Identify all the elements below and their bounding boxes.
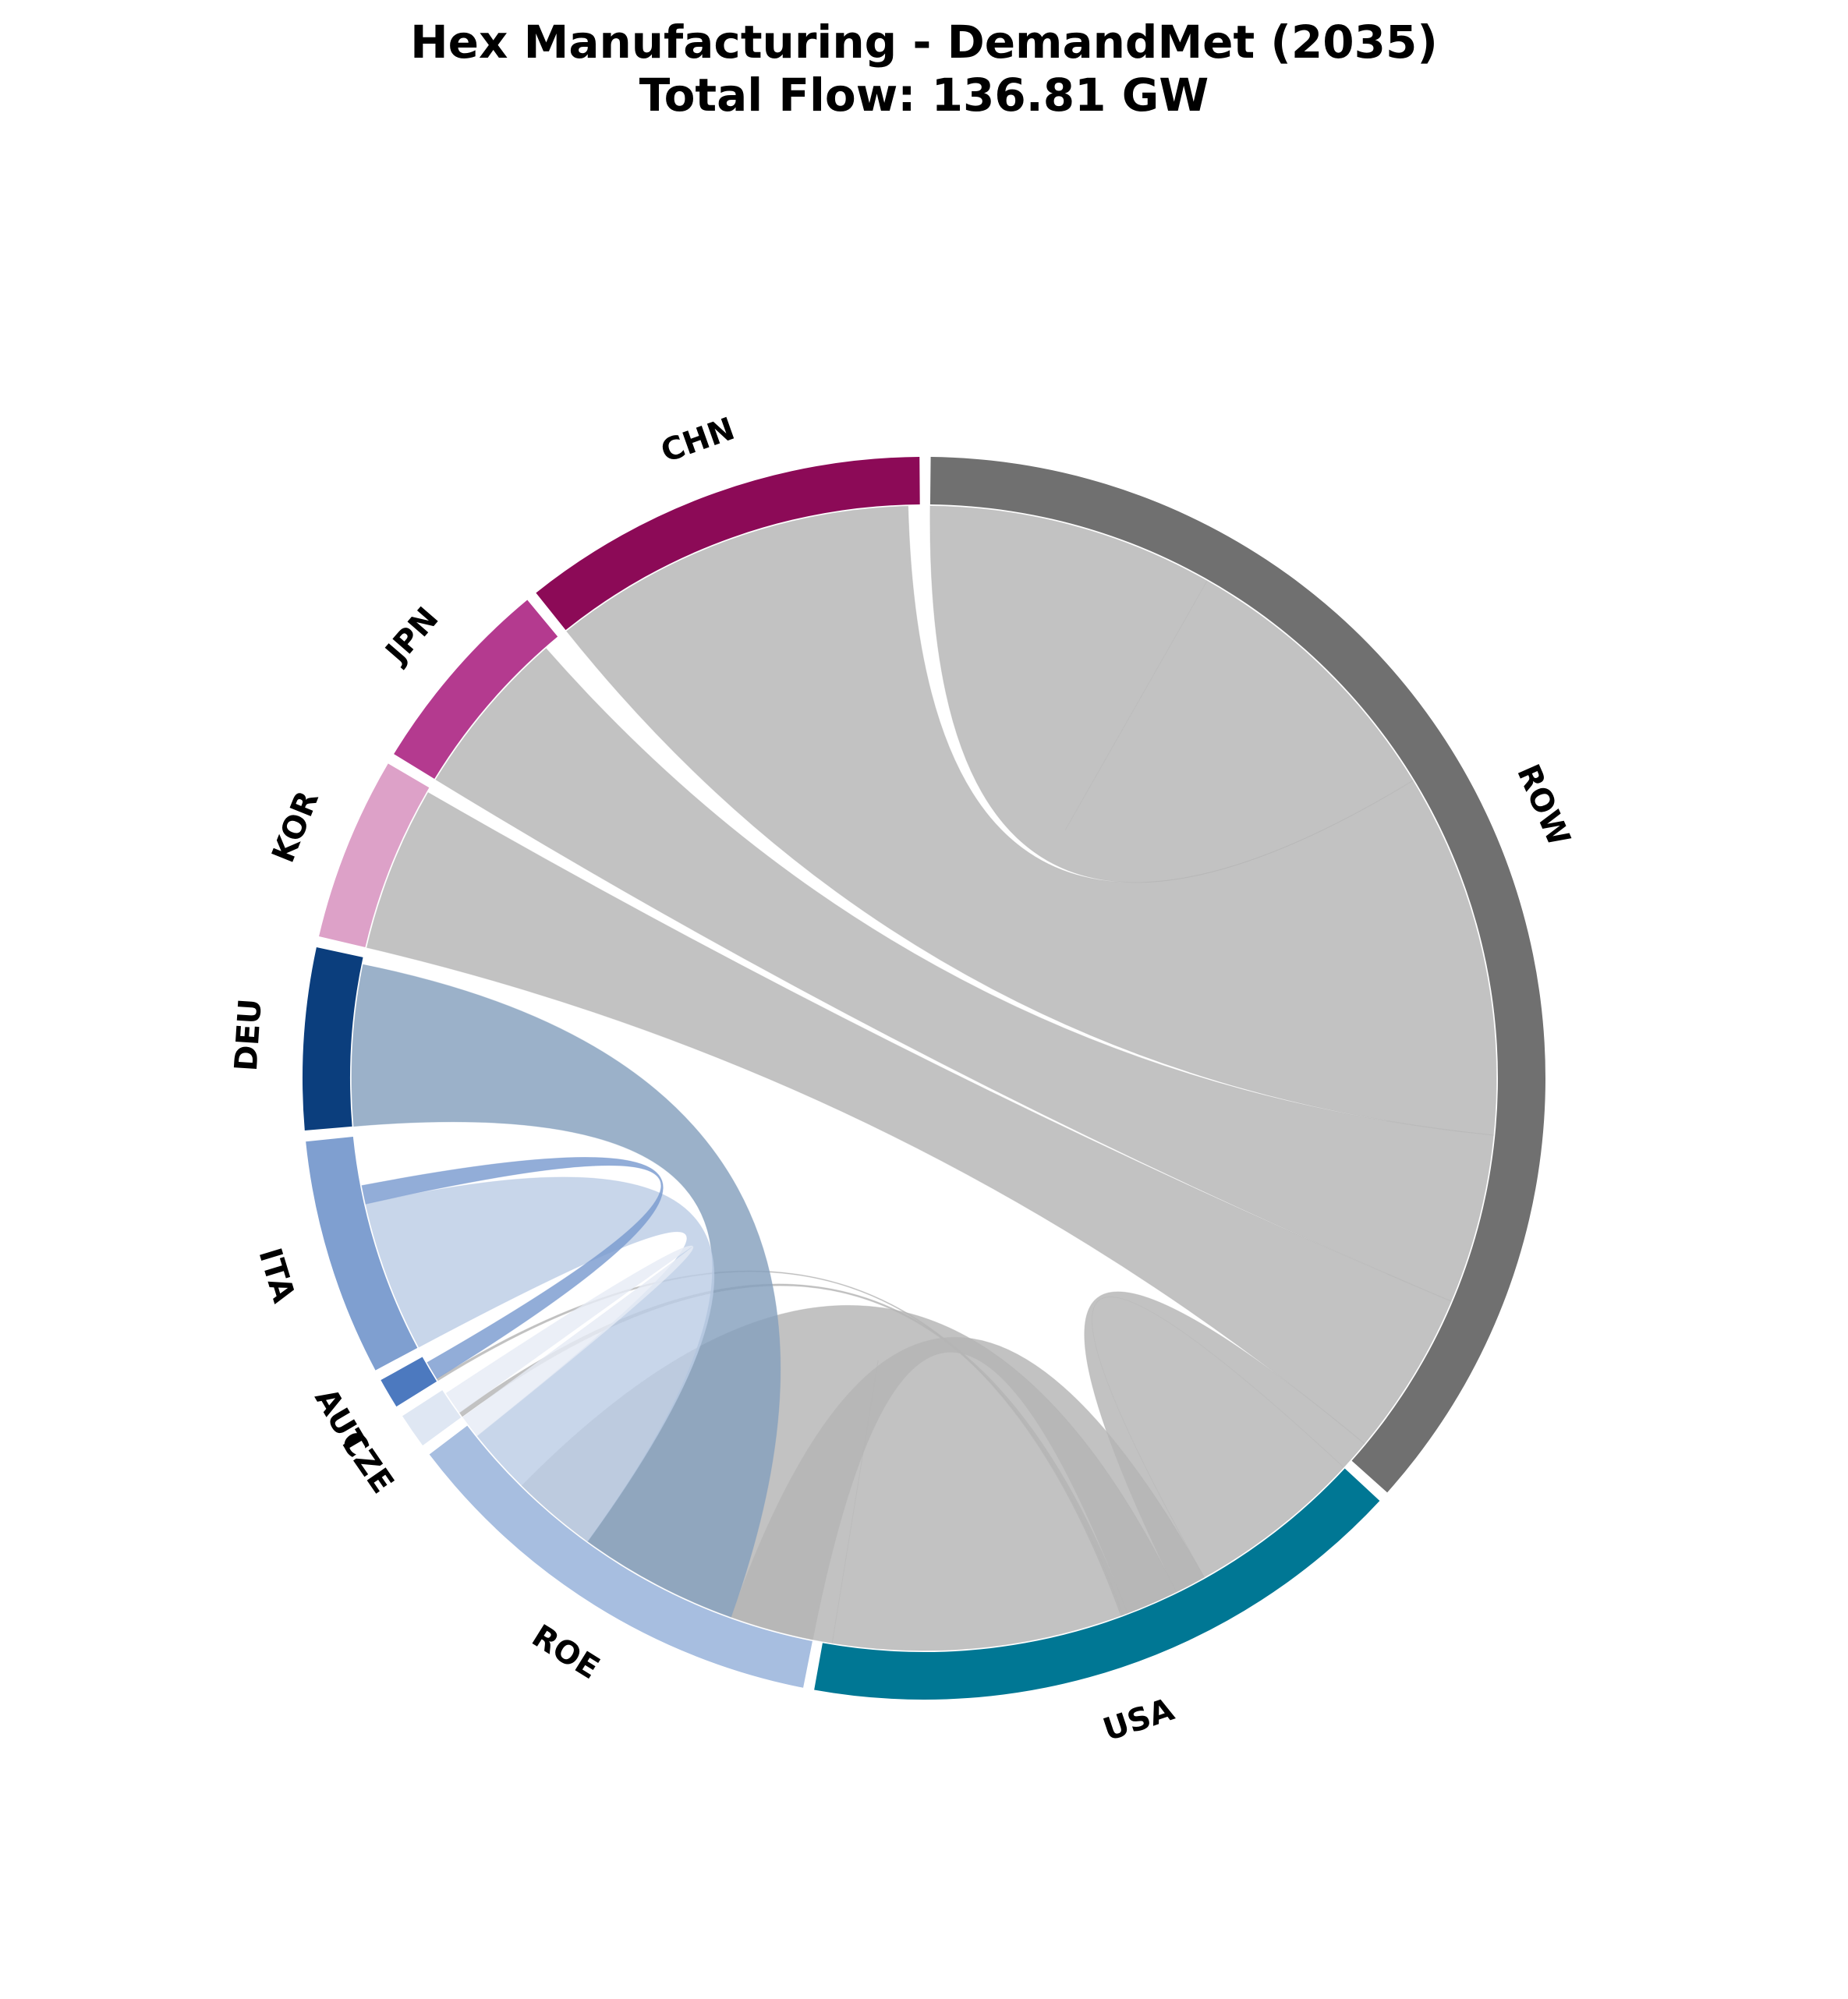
arc-cze: [402, 1390, 462, 1446]
arc-row: [929, 457, 1545, 1493]
arc-roe: [429, 1425, 812, 1688]
ribbon-row-kor: [366, 791, 1452, 1445]
label-roe: ROE: [526, 1618, 606, 1686]
label-row: ROW: [1510, 759, 1577, 851]
ribbon-layer: [351, 505, 1497, 1651]
label-jpn: JPN: [377, 600, 446, 671]
arc-layer: [302, 457, 1545, 1700]
label-deu: DEU: [228, 998, 269, 1073]
arc-deu: [302, 947, 363, 1130]
arc-kor: [319, 763, 430, 947]
arc-usa: [814, 1468, 1380, 1700]
arc-jpn: [394, 600, 558, 779]
label-chn: CHN: [657, 411, 739, 470]
arc-aut: [381, 1357, 437, 1407]
ribbon-row-row: [929, 505, 1414, 883]
label-kor: KOR: [265, 786, 326, 867]
arc-ita: [306, 1137, 418, 1371]
ribbon-row-jpn: [435, 648, 1494, 1302]
chart-title: Hex Manufacturing - DemandMet (2035): [410, 16, 1438, 69]
arc-chn: [536, 457, 920, 631]
ribbon-row-chn: [565, 505, 1497, 1136]
label-usa: USA: [1099, 1692, 1178, 1749]
label-ita: ITA: [251, 1244, 301, 1307]
chart-subtitle: Total Flow: 136.81 GW: [639, 69, 1209, 122]
ribbon-roe-cze: [445, 1245, 694, 1437]
ribbon-ita-aut: [361, 1156, 664, 1379]
